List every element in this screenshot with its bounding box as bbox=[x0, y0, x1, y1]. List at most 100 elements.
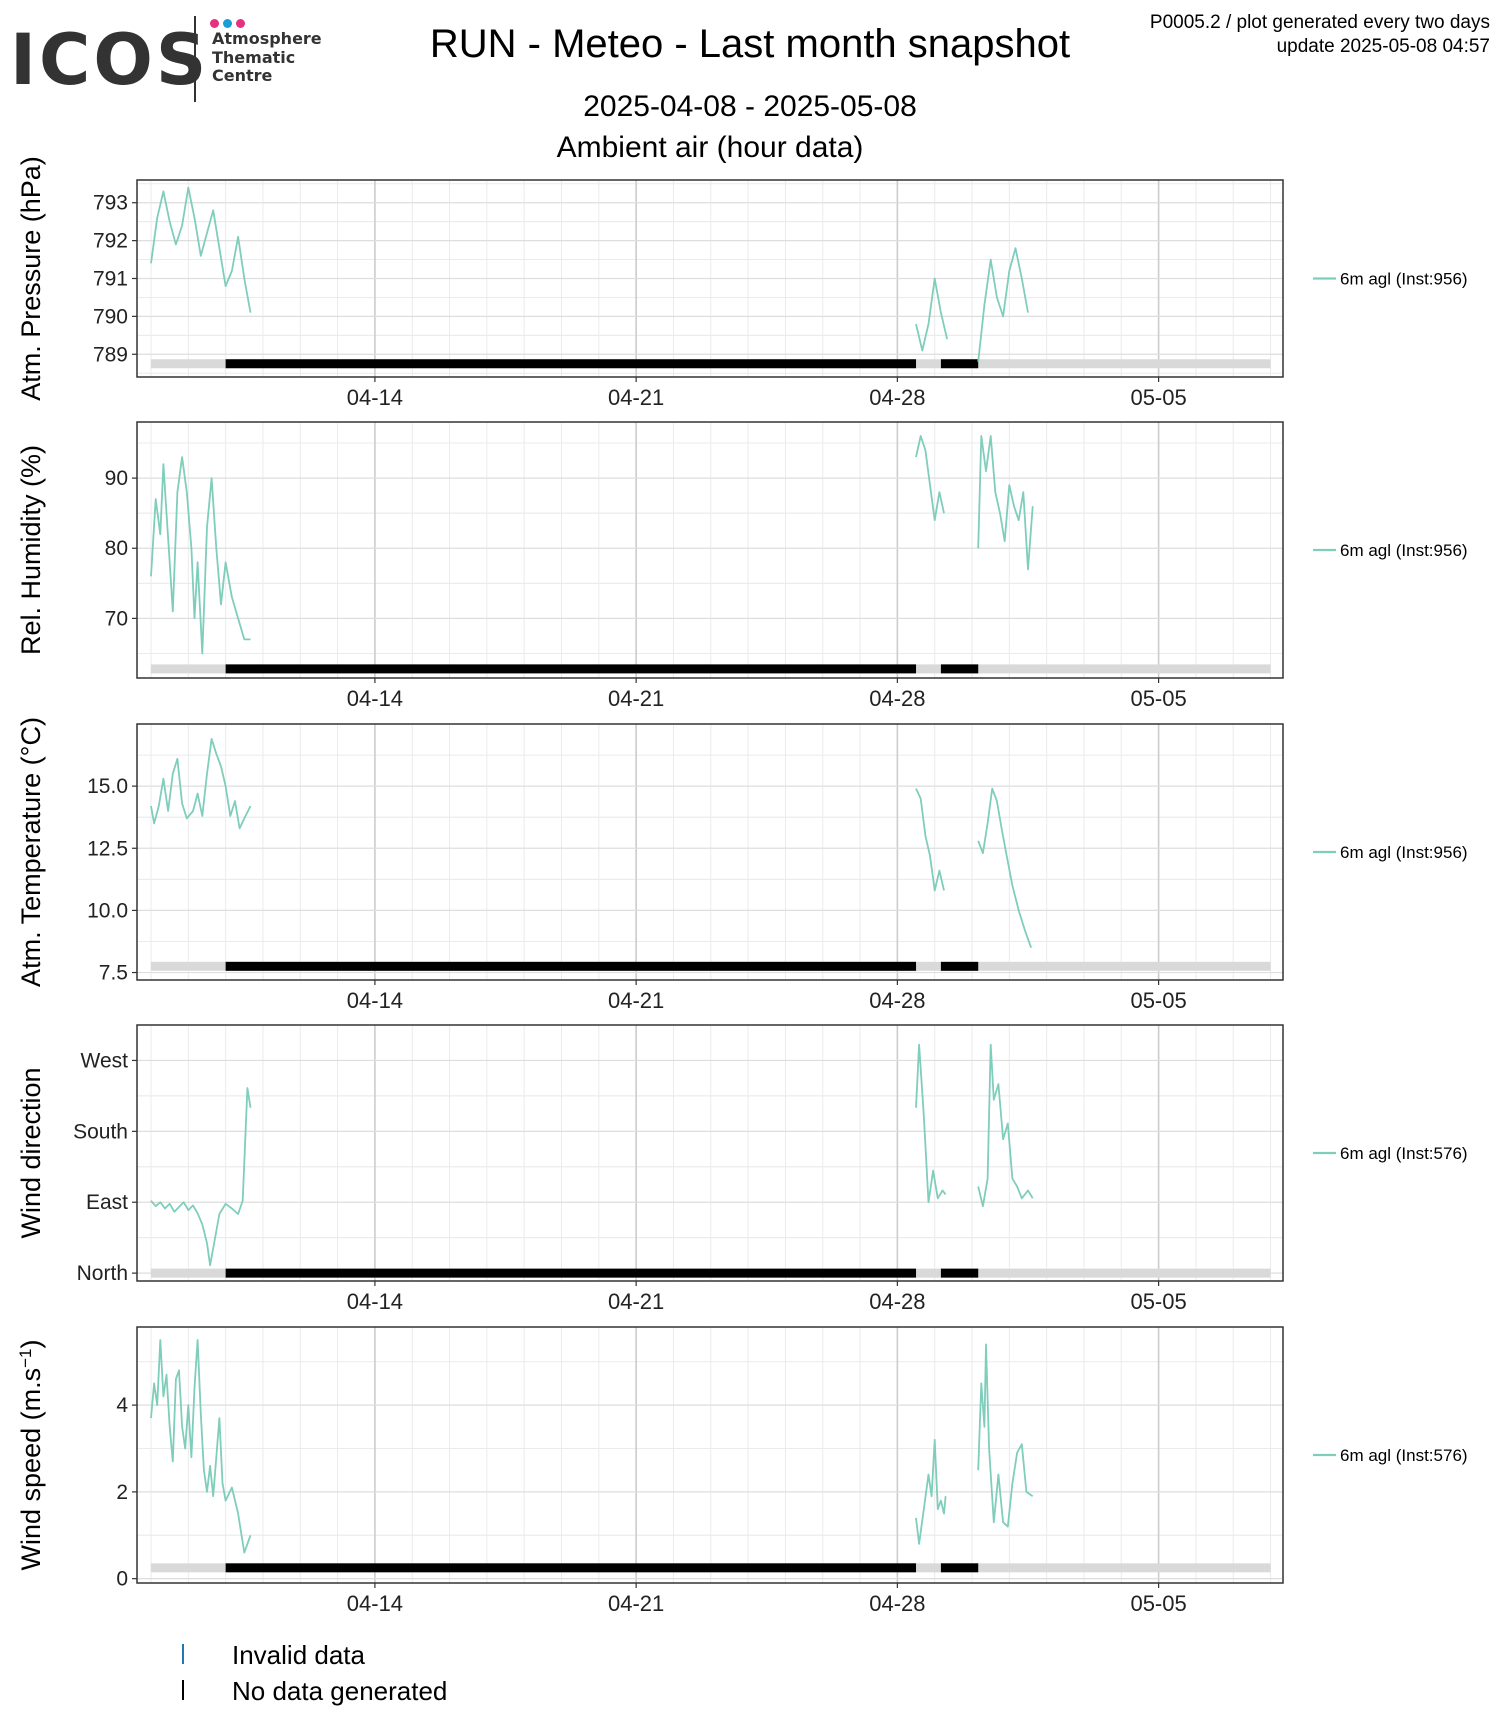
legend-label: 6m agl (Inst:956) bbox=[1340, 541, 1468, 560]
y-tick-label: 0 bbox=[116, 1568, 128, 1591]
logo-line: Atmosphere bbox=[212, 29, 322, 48]
x-tick-label: 04-28 bbox=[869, 686, 925, 711]
plot-area bbox=[137, 1327, 1283, 1583]
x-tick-label: 04-28 bbox=[869, 1591, 925, 1616]
series-line bbox=[915, 788, 945, 892]
y-tick-label: 2 bbox=[116, 1481, 128, 1504]
panel-pressure: 04-14 04-21 04-28 05-05 789 790 791 792 793 Atm. … bbox=[16, 156, 1468, 410]
x-tick-label: 04-14 bbox=[347, 686, 403, 711]
y-tick-label: 10.0 bbox=[87, 899, 128, 922]
y-tick-label: 70 bbox=[105, 607, 128, 630]
y-tick-label: 90 bbox=[105, 467, 128, 490]
y-tick-label: 7.5 bbox=[99, 962, 128, 985]
plot-area bbox=[137, 1025, 1283, 1281]
no-data-label: No data generated bbox=[232, 1676, 448, 1706]
legend-label: 6m agl (Inst:956) bbox=[1340, 270, 1468, 289]
no-data-block bbox=[940, 961, 979, 971]
y-tick-label: West bbox=[81, 1049, 129, 1072]
panel-border bbox=[136, 1024, 1284, 1282]
series-line bbox=[977, 435, 1034, 571]
panel-temperature: 04-14 04-21 04-28 05-05 7.5 10.0 12.5 15.0 Atm. … bbox=[16, 717, 1468, 1013]
x-tick-label: 04-21 bbox=[608, 686, 664, 711]
y-axis-title: Wind speed (m.s−1) bbox=[16, 1340, 47, 1571]
logo-dot bbox=[210, 19, 219, 28]
no-data-block bbox=[940, 1563, 979, 1573]
legend-label: 6m agl (Inst:956) bbox=[1340, 843, 1468, 862]
y-axis-title: Wind direction bbox=[16, 1067, 46, 1238]
page-title: RUN - Meteo - Last month snapshot bbox=[429, 22, 1071, 66]
y-tick-label: 793 bbox=[93, 192, 128, 215]
y-axis-title: Atm. Pressure (hPa) bbox=[16, 156, 46, 401]
panel-border bbox=[136, 723, 1284, 981]
logo-dot bbox=[223, 19, 232, 28]
chart-subtitle: Ambient air (hour data) bbox=[556, 131, 864, 164]
series-line bbox=[150, 1339, 252, 1554]
no-data-block bbox=[225, 961, 917, 971]
series-line bbox=[915, 1438, 947, 1545]
y-tick-label: 12.5 bbox=[87, 837, 128, 860]
panel-wind-speed: 04-14 04-21 04-28 05-05 0 2 4 Wind speed (m.s−1… bbox=[16, 1326, 1468, 1616]
y-tick-label: 80 bbox=[105, 537, 128, 560]
panel-border bbox=[136, 1326, 1284, 1584]
no-data-block bbox=[940, 359, 979, 369]
panel-border bbox=[136, 421, 1284, 679]
invalid-mark bbox=[182, 1644, 184, 1664]
series-line bbox=[977, 1043, 1034, 1208]
logo-line: Thematic bbox=[212, 47, 296, 67]
logo-dots bbox=[210, 15, 249, 28]
logo-dot bbox=[236, 19, 245, 28]
series-line bbox=[977, 247, 1029, 362]
x-tick-label: 04-28 bbox=[869, 385, 925, 410]
y-axis-title: Atm. Temperature (°C) bbox=[16, 717, 46, 987]
plot-area bbox=[137, 422, 1283, 678]
logo-divider bbox=[194, 16, 196, 102]
plot-area bbox=[137, 724, 1283, 980]
x-tick-label: 05-05 bbox=[1130, 686, 1186, 711]
series-line bbox=[150, 456, 251, 655]
y-tick-label: East bbox=[86, 1191, 128, 1214]
series-line bbox=[977, 787, 1032, 949]
series-line bbox=[915, 277, 948, 352]
y-tick-label: North bbox=[77, 1262, 128, 1285]
x-tick-label: 04-14 bbox=[347, 385, 403, 410]
panel-humidity: 04-14 04-21 04-28 05-05 70 80 90 Rel. Humidity … bbox=[16, 421, 1468, 711]
series-line bbox=[150, 738, 252, 830]
x-tick-label: 04-14 bbox=[347, 1591, 403, 1616]
date-range: 2025-04-08 - 2025-05-08 bbox=[583, 90, 917, 123]
x-tick-label: 05-05 bbox=[1130, 1591, 1186, 1616]
x-tick-label: 04-21 bbox=[608, 1289, 664, 1314]
x-tick-label: 05-05 bbox=[1130, 1289, 1186, 1314]
logo-text: Atmosphere Thematic Centre bbox=[212, 29, 322, 86]
logo-wordmark: ICOS bbox=[10, 19, 210, 101]
no-data-block bbox=[940, 664, 979, 674]
y-axis-title: Rel. Humidity (%) bbox=[16, 445, 46, 655]
series-line bbox=[915, 1043, 947, 1204]
plot-info: P0005.2 / plot generated every two days bbox=[1149, 12, 1490, 33]
x-tick-label: 04-21 bbox=[608, 1591, 664, 1616]
x-tick-label: 04-21 bbox=[608, 385, 664, 410]
x-tick-label: 05-05 bbox=[1130, 385, 1186, 410]
y-tick-label: 15.0 bbox=[87, 775, 128, 798]
no-data-block bbox=[225, 359, 917, 369]
no-data-block bbox=[940, 1268, 979, 1278]
logo-line: Centre bbox=[212, 66, 273, 85]
x-tick-label: 04-21 bbox=[608, 988, 664, 1013]
x-tick-label: 04-28 bbox=[869, 1289, 925, 1314]
y-tick-label: South bbox=[73, 1120, 128, 1143]
no-data-mark bbox=[182, 1680, 184, 1700]
x-tick-label: 04-14 bbox=[347, 1289, 403, 1314]
legend-label: 6m agl (Inst:576) bbox=[1340, 1446, 1468, 1465]
x-tick-label: 05-05 bbox=[1130, 988, 1186, 1013]
icos-logo: ICOS Atmosphere Thematic Centre bbox=[10, 12, 322, 107]
no-data-block bbox=[225, 1563, 917, 1573]
panel-wind-direction: 04-14 04-21 04-28 05-05 North East South West Wi… bbox=[16, 1024, 1468, 1314]
y-tick-label: 4 bbox=[116, 1394, 128, 1417]
y-tick-label: 791 bbox=[93, 268, 128, 291]
no-data-block bbox=[225, 1268, 917, 1278]
y-tick-label: 792 bbox=[93, 230, 128, 253]
y-tick-label: 789 bbox=[93, 343, 128, 366]
y-tick-label: 790 bbox=[93, 305, 128, 328]
x-tick-label: 04-14 bbox=[347, 988, 403, 1013]
update-timestamp: update 2025-05-08 04:57 bbox=[1276, 36, 1490, 57]
